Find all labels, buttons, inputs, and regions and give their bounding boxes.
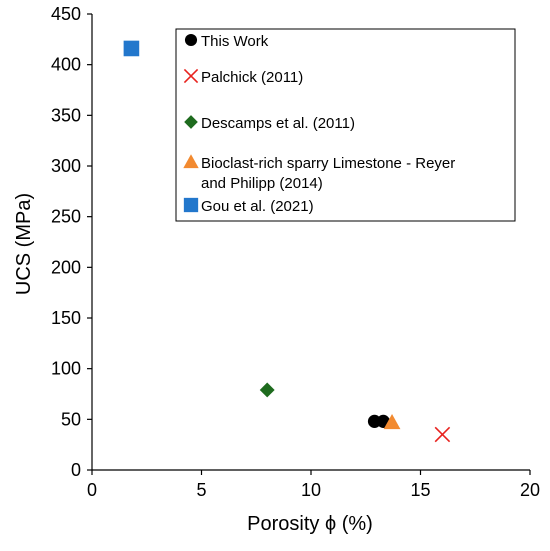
legend-label: Descamps et al. (2011) [201,115,355,132]
y-tick-label: 350 [51,105,81,125]
data-point-diamond [259,382,275,398]
legend-label: and Philipp (2014) [201,175,323,192]
legend-box [175,28,516,222]
legend: This Work Palchick (2011) Descamps et al. … [175,28,516,222]
x-tick-label: 10 [301,480,321,500]
legend-label: Gou et al. (2021) [201,198,314,215]
y-tick-label: 400 [51,55,81,75]
legend-label: Bioclast-rich sparry Limestone - Reyer [201,155,455,172]
x-marker-stroke [434,426,451,443]
y-tick-label: 0 [71,460,81,480]
data-point-x [434,426,451,443]
x-marker-stroke [183,68,199,84]
legend-marker-triangle [183,154,199,169]
y-tick-label: 300 [51,156,81,176]
x-tick-label: 15 [410,480,430,500]
axes: 0 50 100 150 200 250 300 350 400 450 0 5 10 15 20 [51,4,540,500]
data-point-square [123,40,140,57]
legend-marker-x [183,68,199,84]
y-axis-title: UCS (MPa) [13,193,35,295]
legend-marker-square [183,197,199,213]
x-tick-label: 5 [196,480,206,500]
y-tick-label: 150 [51,308,81,328]
legend-marker-diamond [184,115,198,129]
legend-label: This Work [201,33,269,50]
y-tick-label: 100 [51,359,81,379]
legend-marker-circle [184,33,198,47]
x-tick-label: 0 [87,480,97,500]
data-point-triangle [383,413,401,430]
y-tick-label: 200 [51,257,81,277]
legend-label: Palchick (2011) [201,69,303,86]
data-points [123,40,451,443]
y-tick-label: 450 [51,4,81,24]
y-tick-label: 250 [51,207,81,227]
x-axis-title: Porosity ϕ (%) [247,513,373,535]
x-tick-label: 20 [520,480,540,500]
y-tick-label: 50 [61,409,81,429]
